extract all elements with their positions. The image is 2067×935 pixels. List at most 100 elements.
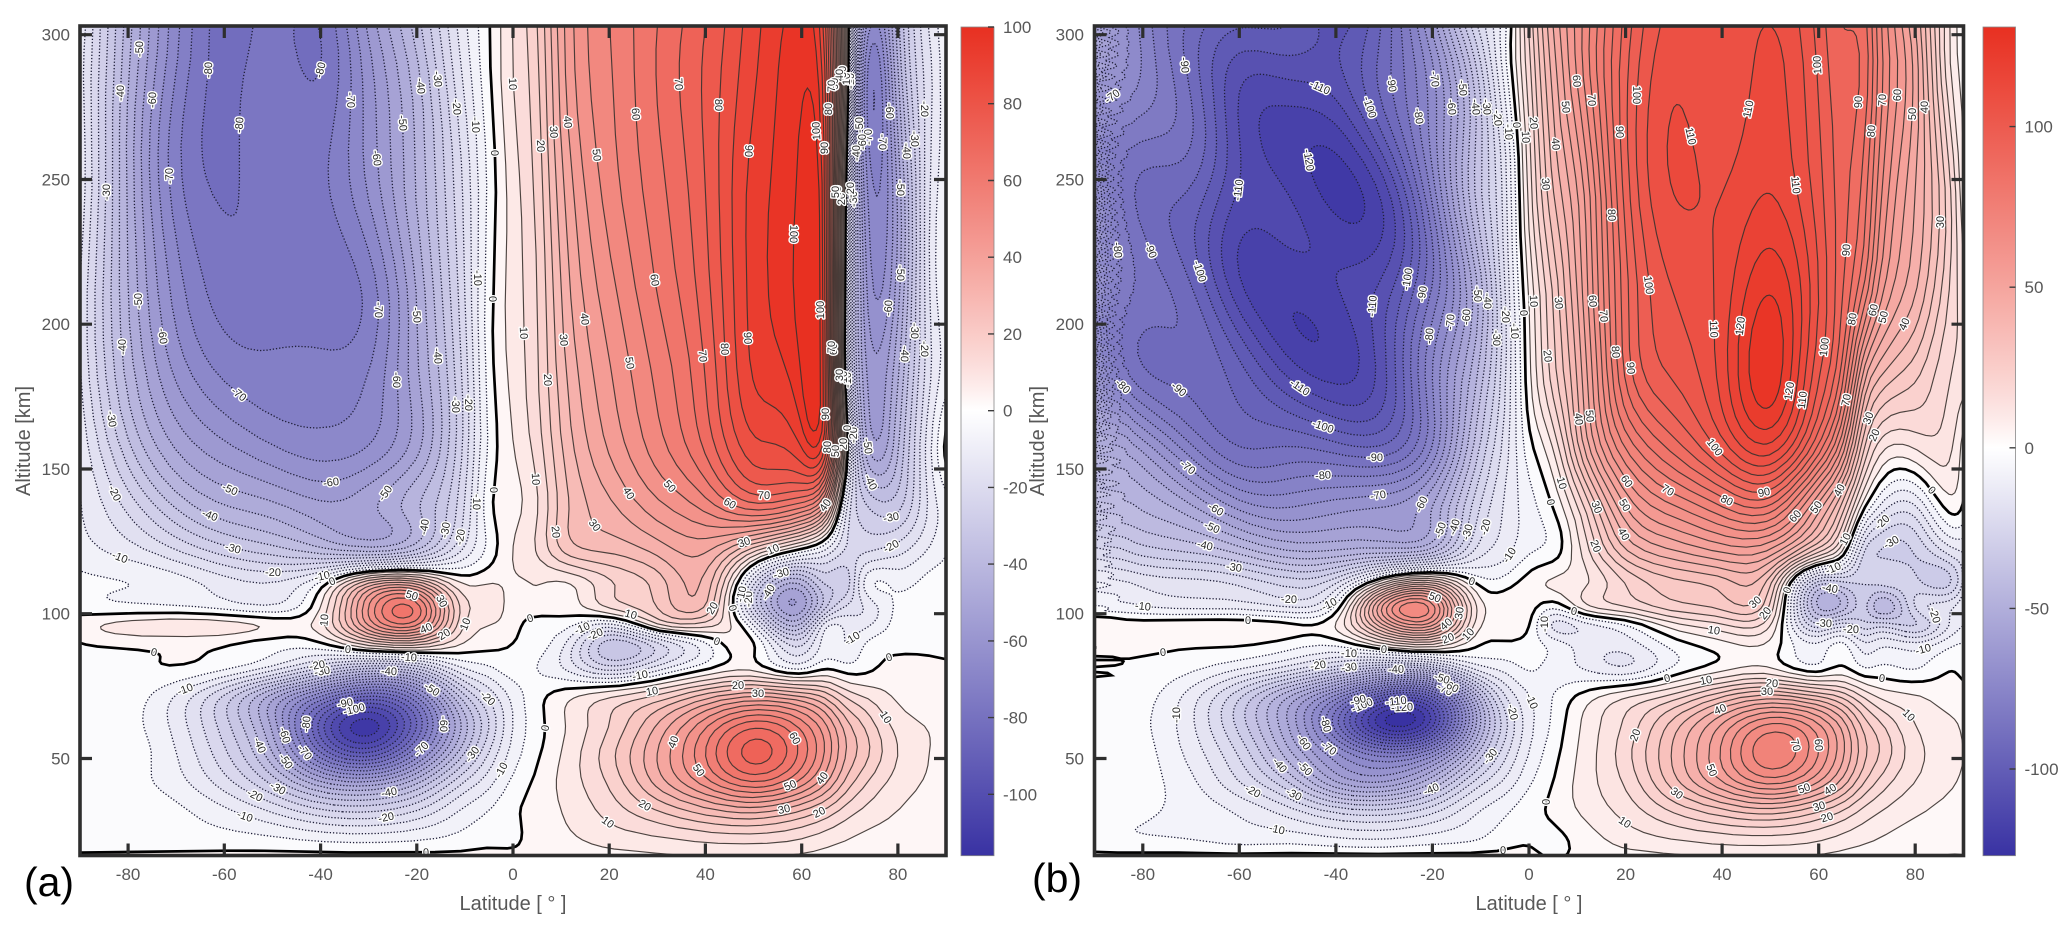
svg-text:-30: -30 xyxy=(1460,523,1476,542)
svg-text:-20: -20 xyxy=(1309,659,1327,673)
svg-text:-60: -60 xyxy=(390,372,402,388)
svg-text:-60: -60 xyxy=(1227,865,1252,884)
svg-text:-50: -50 xyxy=(409,307,422,324)
svg-text:40: 40 xyxy=(561,115,574,128)
svg-text:0: 0 xyxy=(1524,865,1533,884)
svg-text:70: 70 xyxy=(1597,310,1610,323)
svg-text:0: 0 xyxy=(1539,799,1551,806)
svg-text:10: 10 xyxy=(1527,295,1540,308)
svg-text:-10: -10 xyxy=(1502,124,1515,140)
svg-text:-80: -80 xyxy=(1131,865,1156,884)
svg-text:-90: -90 xyxy=(1367,452,1383,464)
svg-text:50: 50 xyxy=(589,148,602,162)
svg-text:50: 50 xyxy=(1558,100,1571,113)
svg-text:-10: -10 xyxy=(1539,616,1551,632)
svg-text:50: 50 xyxy=(622,356,636,370)
svg-text:90: 90 xyxy=(820,408,832,420)
svg-text:-20: -20 xyxy=(1843,624,1859,637)
svg-text:Latitude [ ° ]: Latitude [ ° ] xyxy=(460,893,567,915)
svg-text:100: 100 xyxy=(810,121,823,140)
svg-text:90: 90 xyxy=(1757,486,1771,500)
svg-text:-100: -100 xyxy=(2025,760,2059,779)
svg-text:-10: -10 xyxy=(1134,600,1151,614)
svg-text:70: 70 xyxy=(672,78,685,91)
svg-text:-30: -30 xyxy=(224,541,242,557)
svg-text:40: 40 xyxy=(1571,412,1584,425)
svg-text:20: 20 xyxy=(1527,117,1540,130)
svg-text:(a): (a) xyxy=(24,859,74,905)
svg-text:60: 60 xyxy=(1867,303,1881,317)
svg-text:-40: -40 xyxy=(1388,664,1404,677)
svg-text:60: 60 xyxy=(1892,89,1905,102)
svg-text:-80: -80 xyxy=(300,716,313,733)
svg-text:-120: -120 xyxy=(1300,148,1315,172)
svg-text:-20: -20 xyxy=(1281,594,1297,607)
svg-text:20: 20 xyxy=(732,680,745,692)
svg-text:20: 20 xyxy=(1587,538,1603,554)
svg-text:0: 0 xyxy=(885,651,894,664)
svg-text:0: 0 xyxy=(488,150,500,156)
svg-text:10: 10 xyxy=(1699,674,1713,688)
svg-text:30: 30 xyxy=(834,369,846,381)
svg-text:-70: -70 xyxy=(1369,489,1387,503)
svg-text:60: 60 xyxy=(1586,294,1599,307)
svg-text:0: 0 xyxy=(508,865,517,884)
svg-text:300: 300 xyxy=(42,26,70,45)
svg-text:-20: -20 xyxy=(454,528,469,546)
svg-text:0: 0 xyxy=(1245,615,1251,627)
svg-text:-40: -40 xyxy=(115,85,127,101)
svg-text:-40: -40 xyxy=(898,346,911,363)
svg-text:0: 0 xyxy=(843,78,855,84)
svg-text:80: 80 xyxy=(1609,346,1622,359)
svg-text:-70: -70 xyxy=(876,134,888,150)
svg-text:100: 100 xyxy=(2025,118,2053,137)
svg-text:-10: -10 xyxy=(845,73,857,89)
svg-text:0: 0 xyxy=(423,847,429,859)
svg-text:-100: -100 xyxy=(1003,785,1037,804)
svg-text:-20: -20 xyxy=(1499,307,1511,323)
svg-text:30: 30 xyxy=(557,334,570,347)
svg-text:-80: -80 xyxy=(1111,242,1124,259)
svg-text:-20: -20 xyxy=(405,865,430,884)
svg-text:60: 60 xyxy=(829,78,841,90)
svg-text:90: 90 xyxy=(741,332,754,345)
svg-text:-30: -30 xyxy=(101,184,113,200)
svg-text:-40: -40 xyxy=(900,143,912,159)
svg-text:-10: -10 xyxy=(734,585,749,603)
svg-text:30: 30 xyxy=(1812,799,1827,814)
svg-text:0: 0 xyxy=(486,296,498,302)
svg-text:70: 70 xyxy=(1840,393,1854,408)
svg-text:-40: -40 xyxy=(308,865,333,884)
svg-text:-20: -20 xyxy=(845,182,857,198)
svg-text:120: 120 xyxy=(1783,381,1798,401)
svg-text:-120: -120 xyxy=(1391,701,1414,714)
svg-text:60: 60 xyxy=(647,273,661,287)
svg-text:40: 40 xyxy=(1549,137,1562,150)
svg-text:70: 70 xyxy=(695,349,708,362)
svg-text:-40: -40 xyxy=(380,786,398,801)
svg-text:-20: -20 xyxy=(377,810,395,825)
svg-text:-30: -30 xyxy=(908,131,920,147)
svg-text:-10: -10 xyxy=(631,668,649,683)
svg-text:-10: -10 xyxy=(1171,707,1183,723)
svg-text:110: 110 xyxy=(1682,126,1697,146)
svg-text:100: 100 xyxy=(1630,86,1642,105)
svg-text:-50: -50 xyxy=(220,481,239,498)
svg-text:-30: -30 xyxy=(439,521,454,539)
svg-text:-50: -50 xyxy=(395,115,408,132)
svg-text:30: 30 xyxy=(777,803,792,817)
svg-text:-70: -70 xyxy=(1444,314,1457,331)
svg-text:-60: -60 xyxy=(1444,99,1458,116)
svg-text:-80: -80 xyxy=(1411,107,1425,124)
svg-text:-60: -60 xyxy=(437,716,449,732)
svg-text:80: 80 xyxy=(888,865,907,884)
svg-text:10: 10 xyxy=(623,607,638,622)
svg-text:-90: -90 xyxy=(1349,693,1367,709)
svg-text:Altitude [km]: Altitude [km] xyxy=(13,386,35,496)
svg-text:100: 100 xyxy=(815,301,827,320)
svg-text:-40: -40 xyxy=(200,507,219,524)
svg-text:80: 80 xyxy=(1003,95,1022,114)
svg-text:30: 30 xyxy=(1861,410,1877,426)
svg-text:-50: -50 xyxy=(860,437,874,454)
svg-text:10: 10 xyxy=(1519,131,1532,144)
